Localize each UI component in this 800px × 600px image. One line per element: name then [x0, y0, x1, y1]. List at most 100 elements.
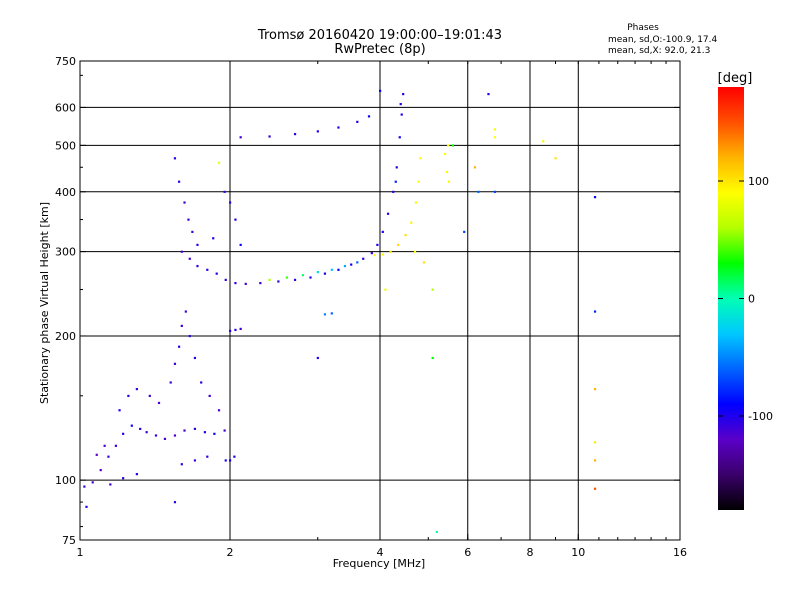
data-point [593, 310, 597, 313]
data-point [542, 140, 545, 143]
data-point [206, 268, 209, 271]
data-point [443, 152, 447, 156]
data-point [400, 113, 403, 116]
data-point [293, 278, 297, 281]
data-point [118, 409, 121, 412]
y-tick-label: 75 [62, 534, 76, 547]
data-point [212, 237, 215, 240]
data-point [392, 190, 395, 193]
data-point [229, 459, 232, 462]
x-tick-label: 2 [227, 546, 234, 559]
data-point [191, 230, 194, 233]
data-point [268, 278, 271, 281]
data-point [381, 230, 384, 233]
x-tick-label: 1 [77, 546, 84, 559]
data-point [386, 212, 390, 215]
data-point [95, 453, 98, 456]
phases-o-stats: mean, sd,O:-100.9, 17.4 [608, 35, 718, 45]
data-point [410, 221, 413, 224]
data-point [445, 170, 449, 174]
colorbar-tick-label: 0 [748, 293, 755, 306]
y-tick-label: 400 [55, 186, 76, 199]
data-point [187, 218, 190, 221]
data-point [239, 327, 242, 331]
data-point [154, 434, 158, 437]
data-point [173, 362, 177, 365]
data-point [309, 276, 312, 279]
data-point [419, 157, 422, 160]
chart-title-line2: RwPretec (8p) [334, 42, 425, 57]
x-tick-label: 8 [527, 546, 534, 559]
data-point [259, 281, 262, 285]
data-point [397, 243, 400, 246]
data-point [316, 356, 319, 360]
data-point [183, 429, 186, 432]
data-point [217, 409, 221, 412]
data-point [402, 92, 405, 96]
data-point [196, 264, 199, 268]
data-points [83, 89, 597, 534]
data-point [188, 334, 191, 338]
data-point [593, 459, 597, 462]
x-tick-label: 10 [571, 546, 585, 559]
data-point [593, 387, 597, 391]
data-point [177, 345, 181, 348]
data-point [180, 463, 183, 466]
data-point [223, 190, 226, 193]
data-point [183, 201, 186, 204]
data-point [356, 120, 359, 123]
data-point [277, 280, 280, 283]
data-point [493, 190, 497, 193]
data-point [145, 431, 148, 434]
colorbar-tick-label: -100 [748, 410, 773, 423]
data-point [337, 268, 340, 271]
data-point [208, 394, 211, 398]
data-point [103, 444, 106, 447]
data-point [157, 401, 161, 405]
data-point [487, 92, 490, 96]
x-axis-label: Frequency [MHz] [333, 557, 425, 570]
data-point [417, 180, 420, 183]
data-point [373, 254, 376, 257]
data-point [301, 274, 305, 277]
data-point [285, 276, 288, 279]
data-point [493, 128, 497, 131]
data-point [593, 487, 597, 490]
data-point [422, 261, 426, 264]
data-point [85, 505, 88, 508]
data-point [404, 233, 407, 237]
data-point [139, 427, 142, 431]
data-point [477, 190, 480, 193]
y-tick-label: 300 [55, 246, 76, 259]
data-point [268, 135, 271, 138]
phases-x-stats: mean, sd,X: 92.0, 21.3 [608, 46, 710, 56]
data-point [435, 530, 438, 534]
data-point [395, 166, 398, 169]
data-point [173, 157, 177, 160]
data-point [343, 264, 347, 268]
plot-area: 1 2 4 6 8 10 16 75 100 200 300 400 500 600 750 [55, 55, 687, 559]
data-point [127, 394, 130, 398]
data-point [135, 473, 138, 476]
data-point [447, 144, 450, 147]
phase-colorbar: [deg] 100 0 -100 [718, 71, 773, 510]
data-point [473, 166, 477, 169]
data-point [593, 196, 597, 199]
data-point [337, 126, 340, 129]
data-point [99, 469, 102, 472]
data-point [293, 133, 297, 136]
data-point [398, 136, 401, 139]
data-point [554, 157, 557, 160]
data-point [399, 102, 402, 106]
data-point [184, 310, 187, 313]
data-point [114, 444, 118, 447]
data-point [330, 312, 333, 315]
data-point [224, 278, 227, 281]
data-point [234, 218, 237, 221]
data-point [122, 477, 125, 480]
data-point [234, 328, 237, 332]
x-tick-label: 16 [673, 546, 687, 559]
data-point [109, 483, 112, 486]
data-point [200, 381, 203, 384]
